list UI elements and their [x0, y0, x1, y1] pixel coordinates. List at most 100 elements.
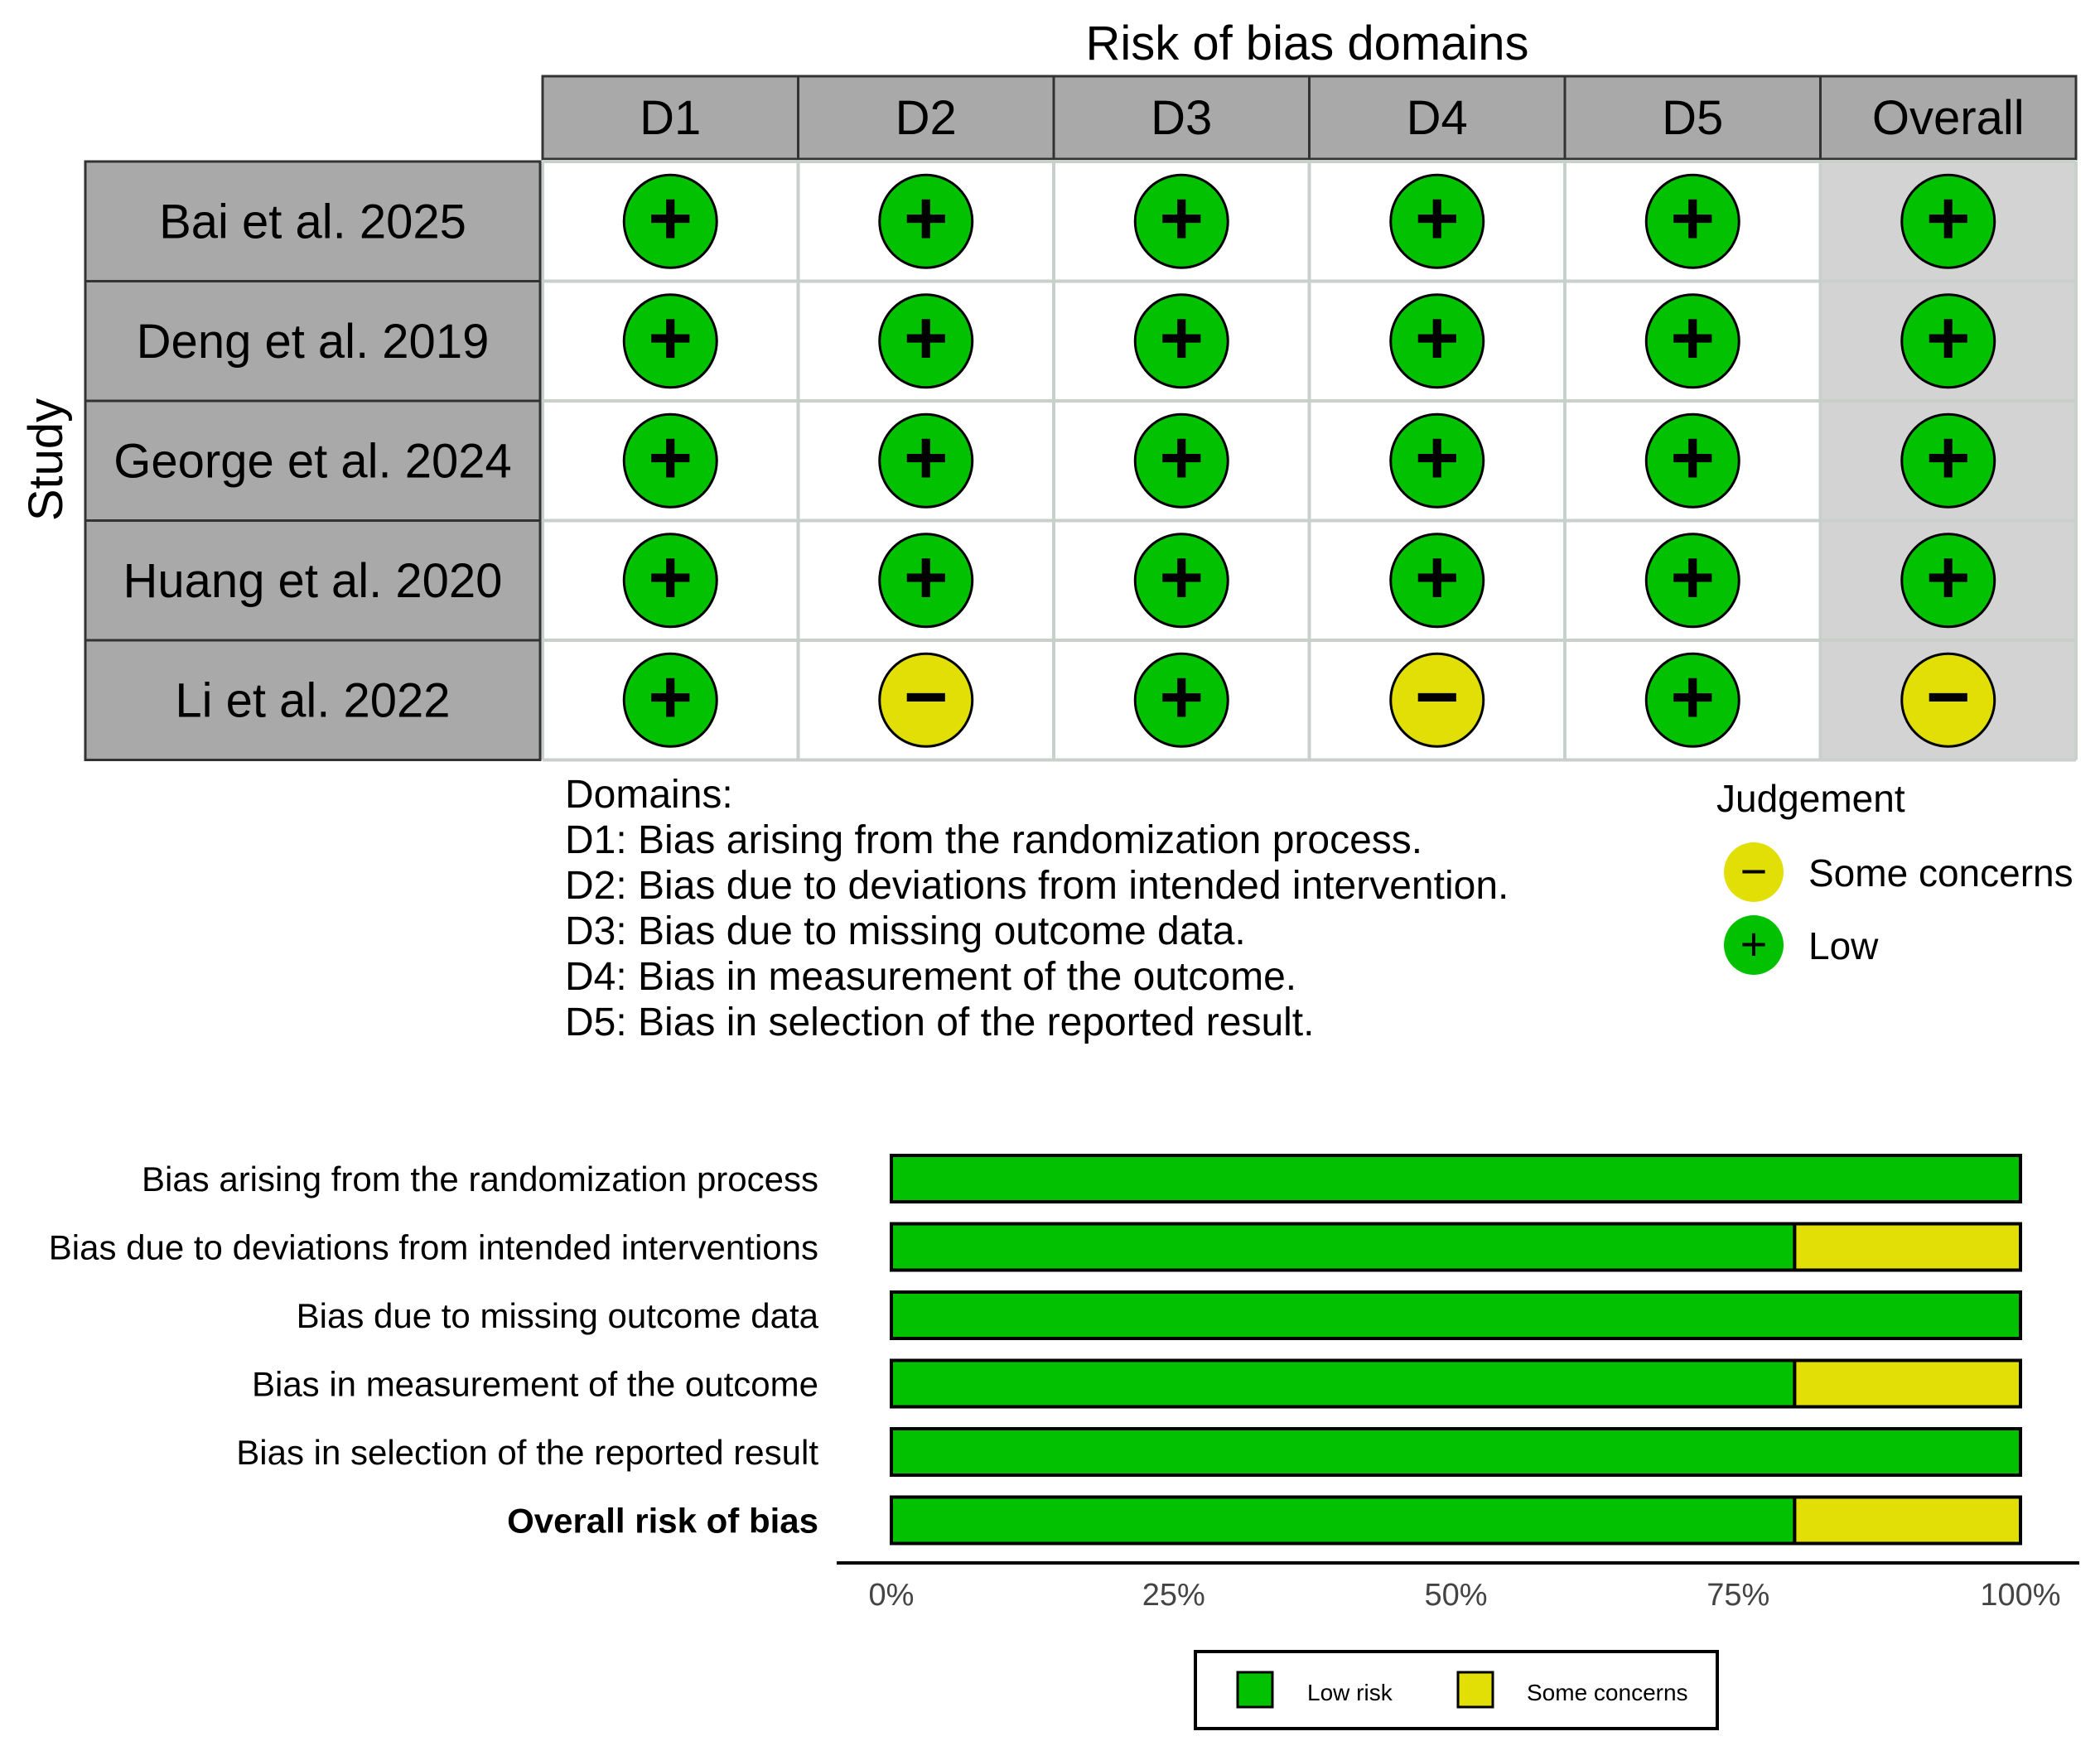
low-risk-point [622, 533, 718, 629]
low-risk-point [878, 293, 974, 389]
low-risk-bar [890, 1427, 2022, 1477]
study-axis-label: Study [19, 398, 73, 521]
low-risk-point [1133, 652, 1229, 748]
legend-judgement-marker [1724, 915, 1784, 975]
x-tick-label: 0% [869, 1578, 915, 1613]
study-label-cell [84, 519, 542, 642]
low-risk-point [1133, 412, 1229, 509]
low-risk-point [1133, 533, 1229, 629]
judgement-symbol: + [648, 535, 693, 620]
judgement-symbol: + [1415, 535, 1460, 620]
category-label: Bias due to deviations from intended int… [49, 1228, 818, 1267]
low-risk-point [1644, 293, 1740, 389]
judgement-symbol: − [904, 654, 949, 739]
low-risk-point [1389, 293, 1485, 389]
bar-legend-label: Low risk [1307, 1680, 1393, 1705]
judgement-symbol: + [1926, 296, 1971, 380]
study-label: Deng et al. 2019 [137, 315, 490, 369]
judgement-symbol: + [1926, 176, 1971, 260]
low-risk-point [1133, 173, 1229, 269]
legend-judgement-symbol: + [1740, 918, 1768, 970]
judgement-legend-title: Judgement [1716, 777, 1905, 820]
domains-heading: Domains: [565, 773, 733, 817]
study-label: Li et al. 2022 [175, 673, 450, 727]
low-risk-point [878, 533, 974, 629]
low-risk-point [1389, 173, 1485, 269]
judgement-symbol: + [648, 296, 693, 380]
judgement-symbol: + [648, 176, 693, 260]
bar-legend-swatch [1236, 1671, 1274, 1709]
legend-judgement-marker [1724, 842, 1784, 902]
category-label: Bias due to missing outcome data [297, 1296, 819, 1335]
study-label: George et al. 2024 [113, 434, 511, 488]
category-label: Bias arising from the randomization proc… [142, 1160, 818, 1198]
column-header-overall [1819, 75, 2078, 161]
low-risk-point [1644, 533, 1740, 629]
judgement-symbol: + [1670, 415, 1715, 499]
judgement-symbol: + [1415, 296, 1460, 380]
x-tick-label: 25% [1142, 1578, 1205, 1613]
low-risk-point [1389, 412, 1485, 509]
study-label-cell [84, 639, 542, 761]
low-risk-point [622, 412, 718, 509]
study-label-cell [84, 280, 542, 403]
low-risk-point [1389, 533, 1485, 629]
some-concerns-bar [1793, 1495, 2022, 1546]
low-risk-bar [890, 1154, 2022, 1203]
judgement-symbol: − [1415, 654, 1460, 739]
judgement-symbol: + [1415, 415, 1460, 499]
some-concerns-point [1900, 652, 1996, 748]
low-risk-point [1644, 173, 1740, 269]
low-risk-point [878, 412, 974, 509]
low-risk-point [1133, 293, 1229, 389]
top-title: Risk of bias domains [1085, 17, 1528, 70]
low-risk-point [1900, 293, 1996, 389]
judgement-symbol: + [1159, 296, 1204, 380]
judgement-symbol: + [1159, 654, 1204, 739]
legend-judgement-label: Low [1808, 924, 1879, 967]
domain-definition: D3: Bias due to missing outcome data. [565, 909, 1246, 953]
domain-definition: D4: Bias in measurement of the outcome. [565, 955, 1297, 999]
low-risk-point [1900, 173, 1996, 269]
low-risk-point [622, 293, 718, 389]
judgement-symbol: + [1926, 415, 1971, 499]
low-risk-point [622, 652, 718, 748]
judgement-symbol: + [1670, 296, 1715, 380]
judgement-symbol: + [1159, 176, 1204, 260]
judgement-symbol: + [648, 654, 693, 739]
bar-legend-label: Some concerns [1527, 1680, 1688, 1705]
some-concerns-bar [1793, 1222, 2022, 1272]
domain-definition: D2: Bias due to deviations from intended… [565, 864, 1509, 908]
low-risk-bar [890, 1290, 2022, 1340]
judgement-symbol: + [1159, 535, 1204, 620]
column-header-label: D3 [1151, 91, 1212, 145]
x-tick-label: 50% [1424, 1578, 1487, 1613]
domain-definition: D5: Bias in selection of the reported re… [565, 1001, 1315, 1044]
column-header-d4 [1308, 75, 1567, 161]
category-label: Bias in measurement of the outcome [252, 1365, 818, 1404]
low-risk-bar [890, 1222, 1797, 1272]
some-concerns-point [1389, 652, 1485, 748]
bar-legend-box [1194, 1650, 1719, 1730]
low-risk-point [1900, 533, 1996, 629]
column-header-d1 [541, 75, 799, 161]
study-label-cell [84, 399, 542, 522]
low-risk-point [878, 173, 974, 269]
domain-definition: D1: Bias arising from the randomization … [565, 818, 1423, 862]
column-header-label: D4 [1407, 91, 1468, 145]
column-header-d3 [1052, 75, 1311, 161]
category-label: Bias in selection of the reported result [236, 1433, 818, 1472]
x-tick-label: 100% [1980, 1578, 2060, 1613]
column-header-label: Overall [1872, 91, 2025, 145]
judgement-symbol: + [904, 535, 949, 620]
low-risk-point [1900, 412, 1996, 509]
some-concerns-point [878, 652, 974, 748]
judgement-symbol: + [904, 176, 949, 260]
legend-judgement-symbol: − [1740, 845, 1768, 897]
column-header-label: D1 [640, 91, 701, 145]
column-header-label: D2 [896, 91, 957, 145]
judgement-symbol: + [648, 415, 693, 499]
study-label: Huang et al. 2020 [123, 554, 503, 608]
judgement-symbol: + [1926, 535, 1971, 620]
